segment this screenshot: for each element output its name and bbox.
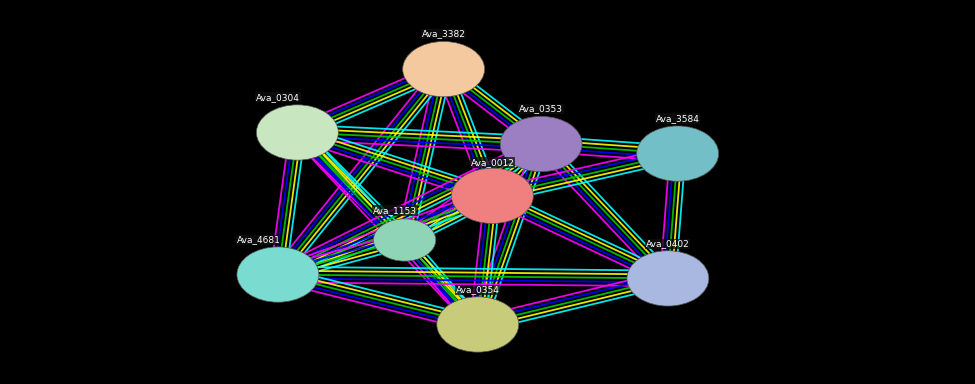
- Text: Ava_0012: Ava_0012: [470, 158, 515, 167]
- Ellipse shape: [437, 297, 519, 352]
- Ellipse shape: [256, 105, 338, 160]
- Text: Ava_0402: Ava_0402: [646, 240, 689, 248]
- Ellipse shape: [627, 251, 709, 306]
- Text: Ava_0304: Ava_0304: [255, 93, 300, 102]
- Ellipse shape: [500, 116, 582, 172]
- Text: Ava_3382: Ava_3382: [421, 30, 466, 38]
- Ellipse shape: [451, 168, 533, 223]
- Ellipse shape: [237, 247, 319, 302]
- Text: Ava_0353: Ava_0353: [519, 104, 564, 113]
- Text: Ava_1153: Ava_1153: [372, 206, 417, 215]
- Text: Ava_4681: Ava_4681: [236, 236, 280, 245]
- Ellipse shape: [637, 126, 719, 181]
- Text: Ava_3584: Ava_3584: [655, 114, 700, 123]
- Ellipse shape: [373, 219, 436, 261]
- Ellipse shape: [403, 41, 485, 97]
- Text: Ava_0354: Ava_0354: [456, 286, 499, 295]
